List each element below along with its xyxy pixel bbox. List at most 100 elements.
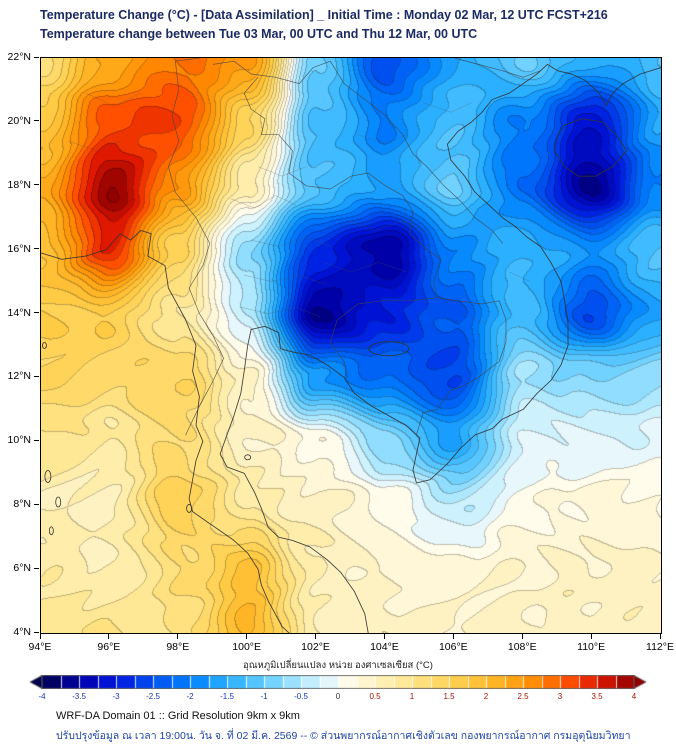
colorbar-tick-label: -3 xyxy=(112,692,120,701)
y-axis-tick xyxy=(34,312,39,314)
map-plot-area xyxy=(40,57,662,634)
x-axis-tick xyxy=(452,634,454,639)
colorbar-tick-label: -2 xyxy=(186,692,194,701)
x-axis-tick-label: 100°E xyxy=(232,641,262,653)
island-outline xyxy=(186,504,193,513)
province-border xyxy=(460,313,486,324)
x-axis-tick-label: 96°E xyxy=(97,641,121,653)
colorbar-tick-label: -2.5 xyxy=(146,692,160,701)
y-axis-tick-label: 18°N xyxy=(7,178,31,191)
colorbar-tick-label: -1 xyxy=(260,692,268,701)
colorbar-tick-label: -1.5 xyxy=(220,692,234,701)
colorbar-tick-label: -4 xyxy=(38,692,46,701)
x-axis-tick-label: 104°E xyxy=(370,641,399,653)
x-axis-tick xyxy=(177,634,179,639)
y-axis-tick-label: 20°N xyxy=(7,114,31,127)
island-outline xyxy=(42,342,47,349)
coastline xyxy=(553,118,628,177)
page-title: Temperature Change (°C) - [Data Assimila… xyxy=(40,8,608,22)
island-outline xyxy=(48,526,54,536)
y-axis-tick xyxy=(34,439,39,441)
x-axis-tick xyxy=(39,634,41,639)
colorbar-tick-label: -3.5 xyxy=(72,692,86,701)
y-axis-tick-label: 22°N xyxy=(7,51,31,63)
colorbar-label: อุณหภูมิเปลี่ยนแปลง หน่วย องศาเซลเซียส (… xyxy=(243,660,433,671)
coastline xyxy=(219,63,661,633)
colorbar xyxy=(28,675,648,689)
country-border xyxy=(174,58,200,62)
x-axis-tick-label: 110°E xyxy=(577,641,606,653)
x-axis-tick xyxy=(246,634,248,639)
y-axis-tick xyxy=(34,120,39,122)
y-axis-tick-label: 16°N xyxy=(7,242,31,255)
province-border xyxy=(423,102,472,113)
x-axis-tick-label: 108°E xyxy=(507,641,537,653)
island-outline xyxy=(55,496,62,508)
x-axis-tick xyxy=(659,634,661,639)
country-border xyxy=(212,60,331,84)
x-axis-tick-label: 98°E xyxy=(166,641,190,653)
colorbar-ticks: -4 -3.5 -3 -2.5 -2 -1.5 -1 -0.5 0 0.5 1 1.5 2 2.5 3 3.5… xyxy=(0,692,676,704)
colorbar-tick-label: 3.5 xyxy=(591,692,603,701)
province-border xyxy=(509,271,531,282)
y-axis-tick-label: 14°N xyxy=(7,306,31,319)
colorbar-tick-label: 1.5 xyxy=(443,692,455,701)
x-axis-tick-label: 94°E xyxy=(28,641,52,653)
colorbar-tick-label: 3 xyxy=(557,692,563,701)
x-axis-tick xyxy=(108,634,110,639)
province-border xyxy=(240,306,321,318)
coastline-borders-overlay xyxy=(41,58,661,633)
x-axis-tick xyxy=(521,634,523,639)
province-border xyxy=(68,140,121,151)
province-border xyxy=(230,195,297,209)
country-border xyxy=(453,58,541,78)
x-axis-tick xyxy=(590,634,592,639)
x-axis-tick-label: 102°E xyxy=(301,641,330,653)
x-axis-tick-label: 106°E xyxy=(438,641,468,653)
temperature-field-canvas xyxy=(41,58,661,633)
province-border xyxy=(347,220,428,231)
y-axis-tick-label: 10°N xyxy=(7,434,31,447)
province-border xyxy=(257,166,307,177)
province-border xyxy=(323,262,407,273)
y-axis-tick-label: 6°N xyxy=(13,562,31,575)
province-border xyxy=(357,134,407,145)
colorbar-tick-label: 2 xyxy=(483,692,489,701)
y-axis-tick-label: 8°N xyxy=(13,498,31,511)
colorbar-tick-label: 2.5 xyxy=(517,692,529,701)
province-border xyxy=(250,236,331,247)
x-axis-tick xyxy=(383,634,385,639)
island-outline xyxy=(44,470,52,483)
page-subtitle: Temperature change between Tue 03 Mar, 0… xyxy=(40,27,478,41)
x-axis-tick xyxy=(315,634,317,639)
y-axis-tick xyxy=(34,248,39,250)
colorbar-tick-label: 0.5 xyxy=(369,692,381,701)
country-border xyxy=(168,60,224,436)
country-border xyxy=(416,300,507,436)
country-border xyxy=(250,108,441,298)
y-axis-tick xyxy=(34,375,39,377)
coastline xyxy=(41,230,290,633)
colorbar-tick-label: 1 xyxy=(409,692,415,701)
x-axis-tick-label: 112°E xyxy=(646,641,674,653)
y-axis-tick xyxy=(34,56,39,58)
province-border xyxy=(85,92,142,107)
y-axis-tick xyxy=(34,503,39,505)
country-border xyxy=(436,297,500,305)
y-axis-tick xyxy=(34,184,39,186)
country-border xyxy=(329,60,503,244)
footer-domain-info: WRF-DA Domain 01 :: Grid Resolution 9km … xyxy=(56,710,300,722)
country-border xyxy=(243,76,259,110)
footer-update-info: ปรับปรุงข้อมูล ณ เวลา 19:00น. วัน จ. ที่… xyxy=(56,730,631,742)
colorbar-tick-label: 4 xyxy=(631,692,637,701)
province-border xyxy=(243,274,328,286)
country-border xyxy=(329,297,438,378)
lake-outline xyxy=(368,341,410,357)
y-axis-tick-label: 4°N xyxy=(13,626,31,638)
island-outline xyxy=(244,454,252,461)
y-axis-tick-label: 12°N xyxy=(7,370,31,383)
colorbar-tick-label: -0.5 xyxy=(294,692,308,701)
colorbar-tick-label: 0 xyxy=(335,692,341,701)
y-axis-tick xyxy=(34,631,39,633)
